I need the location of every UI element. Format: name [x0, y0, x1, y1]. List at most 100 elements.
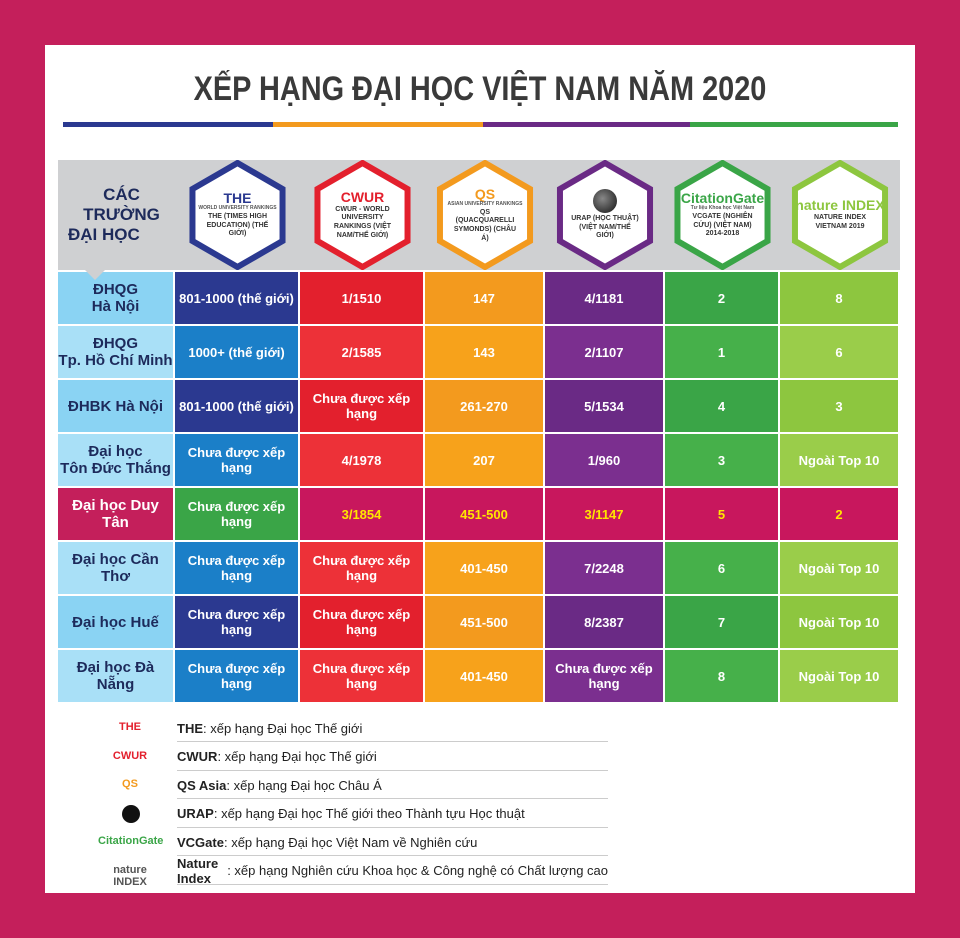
header-content: URAP (HỌC THUẬT) (VIỆT NAM/THẾ GIỚI) [570, 188, 640, 241]
legend-name: Nature Index [177, 855, 219, 886]
row-name: Đại học Huế [58, 596, 173, 648]
header-content: nature INDEX NATURE INDEX VIETNAM 2019 [795, 198, 884, 232]
legend-text: : xếp hạng Nghiên cứu Khoa học & Công ng… [227, 863, 608, 878]
table-cell: 801-1000 (thế giới) [175, 272, 298, 324]
table-cell: 1000+ (thế giới) [175, 326, 298, 378]
column-logo-sub: Tư liệu Khoa học Việt Nam [690, 204, 755, 211]
row-name-line: Đại học Đà Nẵng [76, 659, 155, 693]
hexagon-border [791, 160, 889, 270]
table-cell: 8 [665, 650, 778, 702]
table-cell: 4/1978 [300, 434, 423, 486]
table-cell: Chưa được xếp hạng [300, 380, 423, 432]
table-cell: 401-450 [425, 650, 543, 702]
legend-item: URAP: xếp hạng Đại học Thế giới theo Thà… [177, 801, 608, 828]
table-cell: Chưa được xếp hạng [300, 650, 423, 702]
table-cell: 451-500 [425, 488, 543, 540]
column-caption: QS (QUACQUARELLI SYMONDS) (CHÂU Á) [453, 208, 517, 242]
header-cell: nature INDEX NATURE INDEX VIETNAM 2019 [780, 160, 900, 270]
row-name-line: Đại học Cần Thơ [72, 551, 159, 585]
column-logo: CWUR [340, 188, 385, 205]
table-cell: 7 [665, 596, 778, 648]
column-logo: THE [223, 189, 252, 206]
table-cell: 8/2387 [545, 596, 663, 648]
row-name-line: Hà Nội [91, 298, 140, 315]
hexagon-border [556, 160, 654, 270]
table-cell: 4/1181 [545, 272, 663, 324]
legend-name: THE [177, 720, 203, 736]
table-cell: Chưa được xếp hạng [175, 488, 298, 540]
table-cell: 5 [665, 488, 778, 540]
rule [483, 122, 690, 127]
row-name: ĐHBK Hà Nội [58, 380, 173, 432]
table-cell: 3/1147 [545, 488, 663, 540]
table-cell: 2/1585 [300, 326, 423, 378]
globe-icon [593, 188, 617, 213]
table-cell: 261-270 [425, 380, 543, 432]
legend-logo: CWUR [112, 749, 148, 762]
legend-name: CWUR [177, 749, 218, 764]
table-cell: 3 [780, 380, 898, 432]
legend-text: : xếp hạng Đại học Thế giới theo Thành t… [213, 806, 525, 821]
legend-logo: nature INDEX [113, 863, 147, 888]
hexagon [791, 160, 889, 270]
table-cell: Chưa được xếp hạng [175, 596, 298, 648]
legend-text: : xếp hạng Đại học Thế giới [217, 749, 377, 764]
pointer [85, 270, 105, 280]
row-name-line: Đại học [88, 443, 143, 460]
header-label: ĐẠI HỌC [68, 225, 140, 244]
hexagon [189, 160, 286, 270]
table-cell: Chưa được xếp hạng [175, 650, 298, 702]
table-cell: 1/1510 [300, 272, 423, 324]
table-cell: Ngoài Top 10 [780, 650, 898, 702]
table-cell: 401-450 [425, 542, 543, 594]
table-cell: 7/2248 [545, 542, 663, 594]
hexagon-border [189, 160, 286, 270]
table-cell: Chưa được xếp hạng [175, 542, 298, 594]
table-cell: 5/1534 [545, 380, 663, 432]
title: XẾP HẠNG ĐẠI HỌC VIỆT NAM NĂM 2020 [193, 70, 767, 108]
row-name: ĐHQG Tp. Hồ Chí Minh [58, 326, 173, 378]
table-cell: 207 [425, 434, 543, 486]
hexagon-border [314, 160, 411, 270]
header-cell: CWUR CWUR - WORLD UNIVERSITY RANKINGS (VI… [300, 160, 425, 270]
row-name: Đại học Cần Thơ [58, 542, 173, 594]
row-name-line: Đại học Huế [72, 613, 159, 631]
table-cell: 6 [780, 326, 898, 378]
table-cell: Ngoài Top 10 [780, 542, 898, 594]
column-caption: CWUR - WORLD UNIVERSITY RANKINGS (VIỆT N… [333, 205, 392, 239]
table-cell: Chưa được xếp hạng [545, 650, 663, 702]
header-cell: CÁC TRƯỜNG ĐẠI HỌC [58, 160, 175, 270]
hexagon-border [436, 160, 534, 270]
header-content: THE WORLD UNIVERSITY RANKINGS THE (TIMES H… [198, 191, 276, 239]
table-cell: 2/1107 [545, 326, 663, 378]
hexagon [436, 160, 534, 270]
table-cell: 2 [665, 272, 778, 324]
table-cell: 8 [780, 272, 898, 324]
header-cell: CitationGate Tư liệu Khoa học Việt Nam VCG… [665, 160, 780, 270]
table-cell: Chưa được xếp hạng [300, 542, 423, 594]
column-logo: CitationGate [680, 189, 765, 206]
column-caption: NATURE INDEX VIETNAM 2019 [814, 214, 866, 230]
hexagon [674, 160, 771, 270]
table-cell: 2 [780, 488, 898, 540]
legend-item: QS Asia: xếp hạng Đại học Châu Á [177, 772, 608, 799]
legend-logo: CitationGate [98, 835, 164, 847]
column-logo: QS [474, 185, 496, 202]
header-content: QS ASIAN UNIVERSITY RANKINGS QS (QUACQUARE… [448, 187, 523, 244]
legend-logo: QS [122, 778, 138, 790]
legend-text: : xếp hạng Đại học Thế giới [203, 720, 363, 736]
row-name-line: Tp. Hồ Chí Minh [58, 352, 173, 369]
table-cell: 4 [665, 380, 778, 432]
legend-name: QS Asia [177, 777, 227, 793]
row-name: Đại học Đà Nẵng [58, 650, 173, 702]
table-cell: 451-500 [425, 596, 543, 648]
header-cell: URAP (HỌC THUẬT) (VIỆT NAM/THẾ GIỚI) [545, 160, 665, 270]
column-logo-sub: ASIAN UNIVERSITY RANKINGS [447, 200, 523, 207]
header-cell: QS ASIAN UNIVERSITY RANKINGS QS (QUACQUARE… [425, 160, 545, 270]
row-name-line: ĐHBK Hà Nội [67, 397, 163, 415]
header-label: CÁC TRƯỜNG [83, 185, 160, 224]
hexagon [556, 160, 654, 270]
row-name: ĐHQG Hà Nội [58, 272, 173, 324]
table-cell: Chưa được xếp hạng [300, 596, 423, 648]
legend-name: VCGate [177, 834, 224, 850]
